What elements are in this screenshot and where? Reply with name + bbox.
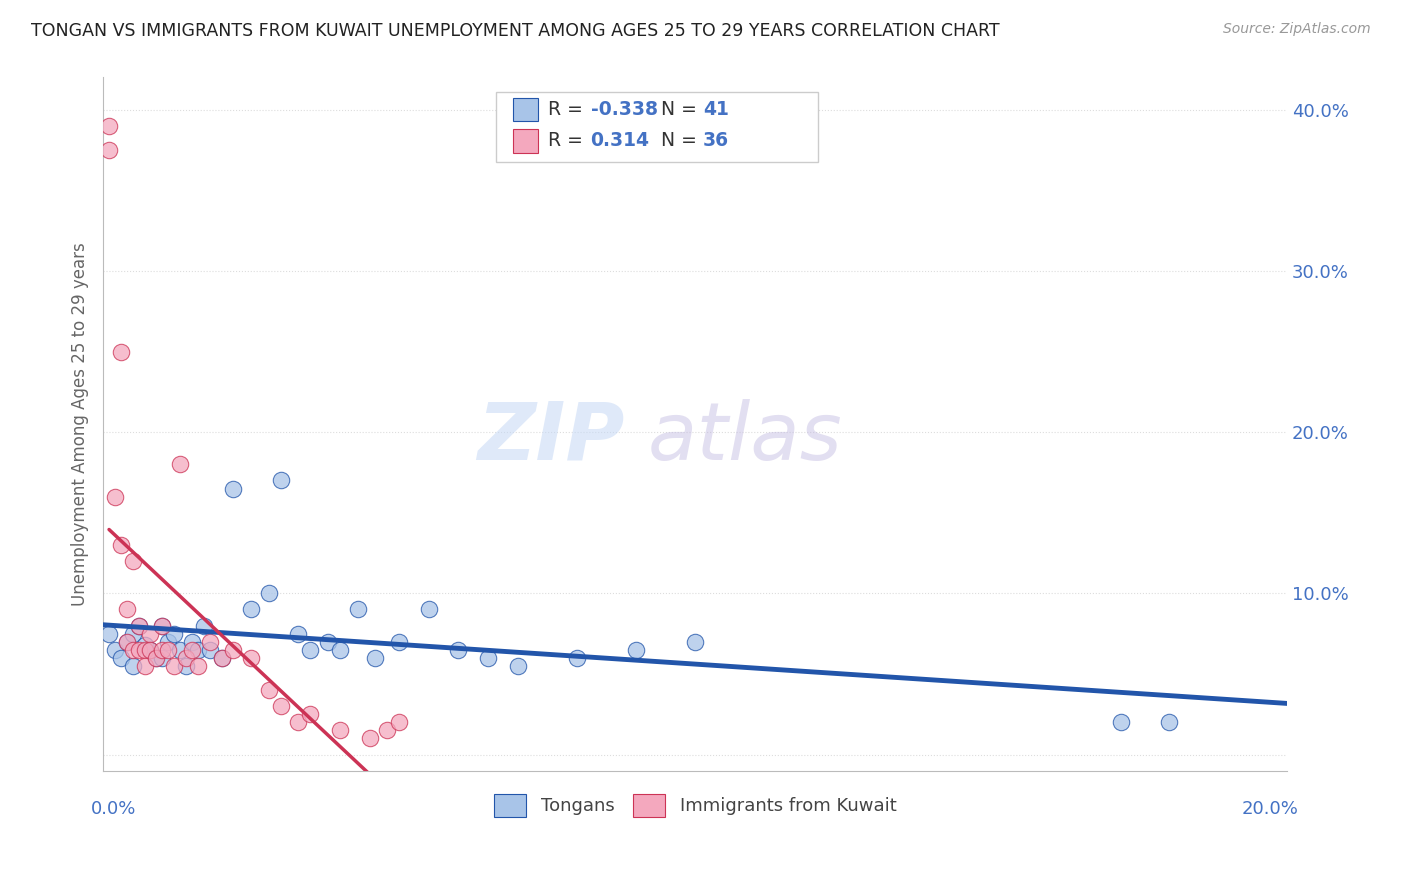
Point bbox=[187, 642, 209, 657]
Point bbox=[364, 650, 387, 665]
Point bbox=[121, 626, 143, 640]
Point bbox=[181, 642, 204, 657]
Point bbox=[145, 650, 167, 665]
Point bbox=[98, 626, 121, 640]
Point bbox=[163, 659, 186, 673]
Point bbox=[375, 723, 398, 738]
Y-axis label: Unemployment Among Ages 25 to 29 years: Unemployment Among Ages 25 to 29 years bbox=[72, 243, 89, 606]
Point bbox=[115, 602, 138, 616]
Point bbox=[418, 602, 440, 616]
Text: R =: R = bbox=[548, 131, 589, 151]
Point bbox=[134, 642, 156, 657]
Point bbox=[477, 650, 499, 665]
Text: ZIP: ZIP bbox=[477, 399, 624, 477]
Point bbox=[150, 618, 173, 632]
Point bbox=[270, 699, 292, 714]
Legend: Tongans, Immigrants from Kuwait: Tongans, Immigrants from Kuwait bbox=[486, 787, 904, 824]
Point bbox=[145, 650, 167, 665]
Text: TONGAN VS IMMIGRANTS FROM KUWAIT UNEMPLOYMENT AMONG AGES 25 TO 29 YEARS CORRELAT: TONGAN VS IMMIGRANTS FROM KUWAIT UNEMPLO… bbox=[31, 22, 1000, 40]
Point bbox=[128, 618, 150, 632]
Text: 0.0%: 0.0% bbox=[91, 800, 136, 818]
Text: -0.338: -0.338 bbox=[591, 100, 658, 120]
Point bbox=[104, 490, 127, 504]
Point bbox=[104, 642, 127, 657]
Point bbox=[329, 642, 352, 657]
Point bbox=[181, 634, 204, 648]
Point bbox=[121, 554, 143, 568]
Point bbox=[150, 642, 173, 657]
Point bbox=[287, 715, 309, 730]
Text: N =: N = bbox=[661, 131, 703, 151]
Point bbox=[346, 602, 368, 616]
Point bbox=[128, 618, 150, 632]
Point bbox=[222, 482, 245, 496]
Point bbox=[299, 642, 322, 657]
Point bbox=[506, 659, 529, 673]
Point bbox=[1157, 715, 1180, 730]
Point bbox=[1111, 715, 1133, 730]
Point bbox=[134, 638, 156, 652]
Point bbox=[110, 538, 132, 552]
Text: R =: R = bbox=[548, 100, 589, 120]
Point bbox=[624, 642, 647, 657]
Point bbox=[98, 143, 121, 157]
Text: 20.0%: 20.0% bbox=[1241, 800, 1299, 818]
Point bbox=[163, 626, 186, 640]
Point bbox=[134, 659, 156, 673]
Point bbox=[110, 344, 132, 359]
Point bbox=[316, 634, 339, 648]
Text: 41: 41 bbox=[703, 100, 728, 120]
Point bbox=[128, 642, 150, 657]
Point bbox=[388, 634, 411, 648]
Point bbox=[198, 642, 221, 657]
Point bbox=[211, 650, 233, 665]
Point bbox=[257, 683, 280, 698]
Point bbox=[174, 650, 197, 665]
Point bbox=[115, 634, 138, 648]
Point bbox=[447, 642, 470, 657]
Point bbox=[157, 634, 180, 648]
Point bbox=[115, 634, 138, 648]
Point bbox=[150, 618, 173, 632]
Text: N =: N = bbox=[661, 100, 703, 120]
Point bbox=[139, 626, 162, 640]
Point bbox=[222, 642, 245, 657]
Text: Source: ZipAtlas.com: Source: ZipAtlas.com bbox=[1223, 22, 1371, 37]
Point bbox=[139, 642, 162, 657]
Point bbox=[388, 715, 411, 730]
Point bbox=[139, 642, 162, 657]
Point bbox=[110, 650, 132, 665]
Point bbox=[121, 659, 143, 673]
Point bbox=[240, 602, 263, 616]
Point bbox=[257, 586, 280, 600]
Point bbox=[157, 642, 180, 657]
Point bbox=[174, 659, 197, 673]
Point bbox=[121, 642, 143, 657]
Point bbox=[169, 458, 191, 472]
Point bbox=[193, 618, 215, 632]
Point bbox=[287, 626, 309, 640]
Point bbox=[329, 723, 352, 738]
Point bbox=[198, 634, 221, 648]
Point bbox=[240, 650, 263, 665]
Text: 0.314: 0.314 bbox=[591, 131, 650, 151]
Point bbox=[270, 474, 292, 488]
Point bbox=[150, 650, 173, 665]
Point bbox=[211, 650, 233, 665]
Point bbox=[299, 707, 322, 722]
Text: atlas: atlas bbox=[648, 399, 842, 477]
Point bbox=[683, 634, 706, 648]
Point bbox=[169, 642, 191, 657]
Point bbox=[187, 659, 209, 673]
Point bbox=[359, 731, 381, 746]
Point bbox=[98, 119, 121, 133]
Text: 36: 36 bbox=[703, 131, 730, 151]
Point bbox=[565, 650, 588, 665]
